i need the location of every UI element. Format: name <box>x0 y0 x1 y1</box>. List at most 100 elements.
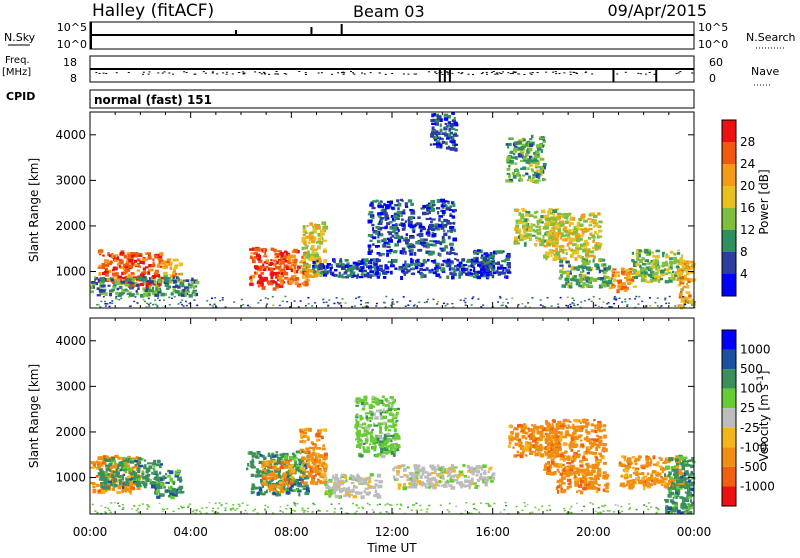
heatmap-cell <box>92 486 95 489</box>
heatmap-cell <box>512 437 516 440</box>
heatmap-cell <box>156 463 159 466</box>
heatmap-cell <box>581 229 586 232</box>
nave-dot <box>585 72 587 73</box>
heatmap-cell <box>519 424 523 426</box>
heatmap-cell <box>626 277 628 281</box>
heatmap-cell <box>518 212 521 216</box>
heatmap-cell <box>522 303 524 305</box>
heatmap-cell <box>185 301 187 303</box>
heatmap-cell <box>479 262 483 264</box>
heatmap-cell <box>123 467 125 469</box>
nave-dot <box>494 74 496 75</box>
heatmap-cell <box>588 237 591 240</box>
y-tick-label: 2000 <box>55 219 86 233</box>
heatmap-cell <box>558 216 562 220</box>
heatmap-cell <box>99 306 101 308</box>
heatmap-cell <box>473 257 475 261</box>
heatmap-cell <box>98 456 103 460</box>
heatmap-cell <box>181 304 183 306</box>
nave-dot <box>493 71 495 72</box>
heatmap-cell <box>294 266 296 269</box>
heatmap-cell <box>570 282 572 286</box>
heatmap-cell <box>536 160 539 163</box>
nave-dot <box>531 74 533 75</box>
heatmap-cell <box>492 274 495 278</box>
heatmap-cell <box>580 244 584 248</box>
heatmap-cell <box>303 225 306 229</box>
heatmap-cell <box>309 472 311 475</box>
heatmap-cell <box>603 443 607 446</box>
heatmap-cell <box>180 273 182 275</box>
heatmap-cell <box>379 265 383 267</box>
station-title: Halley (fitACF) <box>92 1 214 21</box>
heatmap-cell <box>429 240 433 242</box>
heatmap-cell <box>584 438 588 441</box>
heatmap-cell <box>501 305 503 307</box>
heatmap-cell <box>114 254 118 256</box>
heatmap-cell <box>635 296 637 298</box>
heatmap-cell <box>167 258 172 261</box>
heatmap-cell <box>358 296 360 298</box>
heatmap-cell <box>211 298 213 300</box>
heatmap-cell <box>410 225 415 228</box>
heatmap-cell <box>170 262 173 264</box>
heatmap-cell <box>270 460 273 463</box>
heatmap-cell <box>491 269 495 271</box>
heatmap-cell <box>276 493 281 496</box>
heatmap-cell <box>396 470 400 474</box>
heatmap-cell <box>345 259 349 262</box>
heatmap-cell <box>544 464 547 467</box>
heatmap-cell <box>442 210 446 214</box>
heatmap-cell <box>177 477 180 479</box>
heatmap-cell <box>412 486 417 488</box>
heatmap-cell <box>522 167 526 171</box>
heatmap-cell <box>193 286 195 289</box>
heatmap-cell <box>169 470 174 474</box>
nsky-trace <box>90 22 694 49</box>
heatmap-cell <box>560 431 563 435</box>
heatmap-cell <box>360 304 362 306</box>
heatmap-cell <box>374 267 377 271</box>
heatmap-cell <box>109 306 111 308</box>
heatmap-cell <box>173 270 176 273</box>
heatmap-cell <box>560 473 564 476</box>
power-heatmap <box>90 112 696 309</box>
heatmap-cell <box>324 453 328 457</box>
heatmap-cell <box>298 493 300 497</box>
heatmap-cell <box>469 487 471 490</box>
heatmap-cell <box>439 253 441 257</box>
heatmap-cell <box>291 469 296 473</box>
heatmap-cell <box>593 296 595 298</box>
heatmap-cell <box>574 275 577 277</box>
heatmap-cell <box>177 286 181 289</box>
heatmap-cell <box>107 476 109 479</box>
heatmap-cell <box>317 241 320 243</box>
heatmap-cell <box>572 303 574 305</box>
heatmap-cell <box>160 493 164 497</box>
heatmap-cell <box>525 437 527 440</box>
heatmap-cell <box>105 471 109 474</box>
heatmap-cell <box>579 429 584 432</box>
heatmap-cell <box>281 272 283 275</box>
heatmap-cell <box>465 268 468 271</box>
heatmap-cell <box>574 475 576 478</box>
heatmap-cell <box>113 478 117 482</box>
heatmap-cell <box>643 268 645 270</box>
heatmap-cell <box>432 244 437 247</box>
heatmap-cell <box>353 262 357 265</box>
heatmap-cell <box>151 264 155 267</box>
heatmap-cell <box>345 302 347 304</box>
heatmap-cell <box>635 263 639 267</box>
heatmap-cell <box>587 419 589 421</box>
heatmap-cell <box>408 199 412 202</box>
heatmap-cell <box>432 486 435 489</box>
heatmap-cell <box>508 445 511 448</box>
heatmap-cell <box>534 451 536 453</box>
heatmap-cell <box>669 280 672 282</box>
heatmap-cell <box>477 249 481 252</box>
heatmap-cell <box>555 244 558 248</box>
heatmap-cell <box>425 485 427 488</box>
heatmap-cell <box>534 211 537 214</box>
heatmap-cell <box>343 487 346 489</box>
